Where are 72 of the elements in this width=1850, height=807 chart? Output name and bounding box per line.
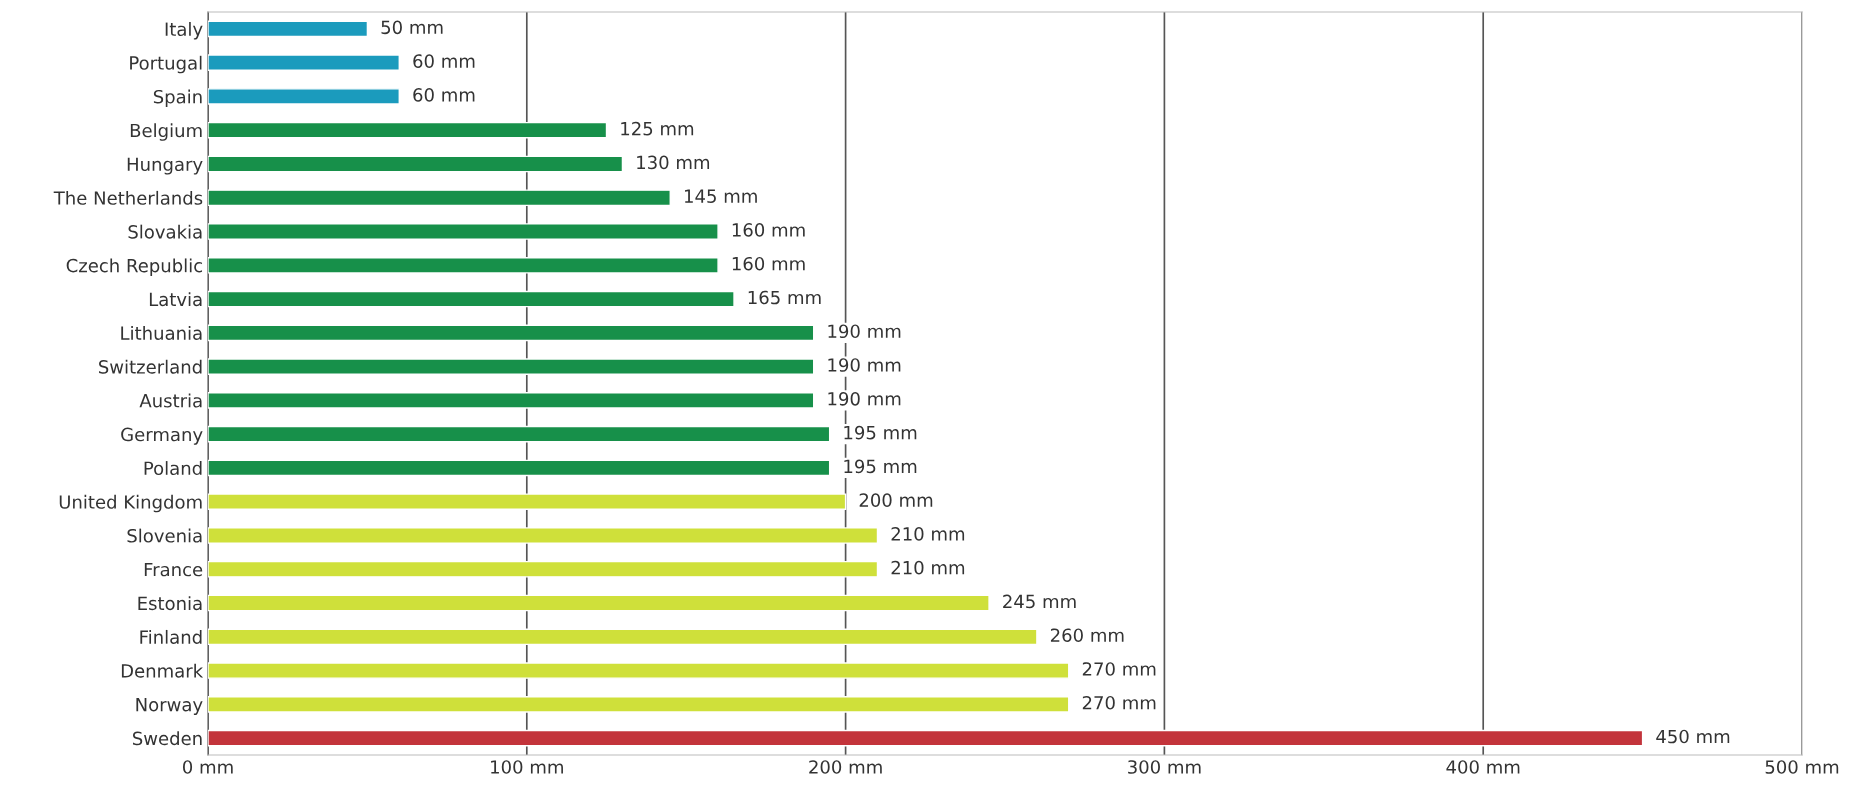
bar — [208, 493, 847, 510]
bar — [208, 20, 369, 38]
data-label: 125 mm — [621, 121, 694, 136]
data-label: 270 mm — [1082, 662, 1156, 676]
bar — [208, 121, 608, 139]
bar — [208, 54, 400, 71]
x-tick-label: 400 mm — [1446, 760, 1520, 774]
y-tick-label: Switzerland — [99, 359, 202, 374]
y-tick-label: Belgium — [130, 123, 202, 141]
data-label: 450 mm — [1656, 729, 1730, 744]
bar — [208, 662, 1070, 679]
y-tick-label: Slovenia — [127, 528, 202, 543]
x-tick-label: 200 mm — [809, 760, 882, 774]
bar — [208, 594, 990, 612]
y-tick-label: United Kingdom — [59, 494, 202, 513]
data-label: 130 mm — [637, 155, 710, 170]
y-tick-label: Spain — [153, 89, 202, 108]
y-tick-label: Hungary — [127, 157, 203, 175]
x-tick-label: 500 mm — [1765, 760, 1839, 774]
bar — [208, 425, 831, 443]
bar — [208, 189, 671, 207]
data-label: 245 mm — [1003, 594, 1076, 609]
y-tick-label: Estonia — [138, 596, 202, 611]
y-tick-label: Italy — [165, 22, 203, 40]
bar — [208, 155, 624, 173]
bar — [208, 696, 1070, 713]
data-label: 50 mm — [381, 20, 443, 35]
data-label: 190 mm — [828, 391, 901, 406]
data-label: 270 mm — [1082, 695, 1156, 710]
data-label: 165 mm — [748, 290, 821, 305]
y-tick-label: Sweden — [132, 731, 202, 746]
data-label: 190 mm — [828, 358, 901, 372]
bar — [208, 324, 815, 342]
bar — [208, 88, 400, 105]
y-tick-label: Denmark — [121, 663, 204, 678]
y-tick-label: The Netherlands — [53, 190, 203, 205]
data-label: 200 mm — [859, 493, 933, 507]
data-label: 260 mm — [1050, 628, 1124, 643]
bar — [208, 358, 815, 375]
data-label: 210 mm — [891, 527, 965, 541]
bar — [208, 527, 879, 544]
x-tick-label: 0 mm — [182, 760, 233, 774]
y-tick-label: Latvia — [149, 292, 202, 307]
data-label: 195 mm — [844, 459, 917, 474]
data-label: 210 mm — [891, 560, 965, 575]
data-label: 60 mm — [413, 88, 475, 102]
data-label: 190 mm — [828, 324, 901, 339]
x-tick-label: 300 mm — [1128, 760, 1201, 774]
y-tick-label: Norway — [136, 698, 203, 715]
y-tick-label: Portugal — [130, 55, 202, 74]
bar — [208, 729, 1644, 747]
y-tick-label: Germany — [121, 427, 203, 445]
data-label: 195 mm — [844, 425, 917, 440]
bar — [208, 223, 719, 240]
bar — [208, 459, 831, 477]
data-label: 160 mm — [732, 223, 805, 237]
bar — [208, 560, 879, 578]
data-label: 60 mm — [413, 54, 475, 68]
bar — [208, 628, 1038, 646]
y-tick-label: Slovakia — [128, 224, 202, 239]
y-tick-label: France — [144, 562, 203, 577]
y-tick-label: Finland — [140, 629, 202, 644]
bar — [208, 392, 815, 409]
bar — [208, 290, 735, 308]
y-tick-label: Czech Republic — [66, 258, 203, 276]
data-label: 145 mm — [685, 189, 757, 203]
data-label: 160 mm — [732, 256, 805, 271]
y-tick-label: Lithuania — [121, 325, 202, 340]
y-tick-label: Poland — [144, 461, 202, 476]
y-tick-label: Austria — [139, 393, 202, 408]
bar — [208, 257, 719, 274]
x-tick-label: 100 mm — [491, 760, 563, 774]
